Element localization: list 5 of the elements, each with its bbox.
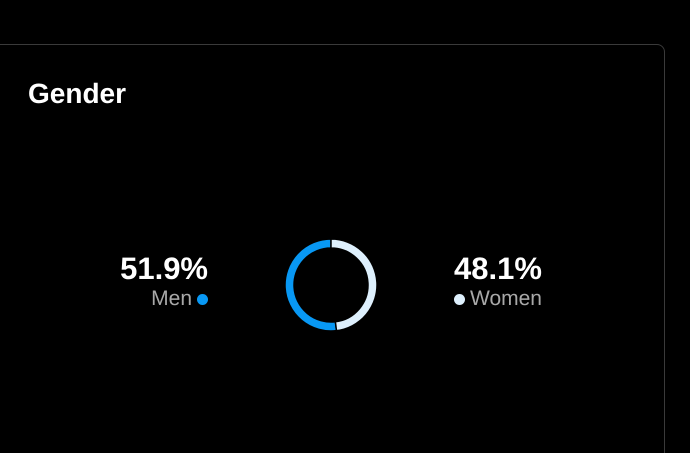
data-label: 51.9% [119, 251, 208, 286]
chart-title: Gender [28, 78, 126, 110]
data-label: 48.1% [454, 251, 543, 286]
legend-label: Women [470, 286, 542, 312]
slice-label: Men [151, 286, 192, 312]
